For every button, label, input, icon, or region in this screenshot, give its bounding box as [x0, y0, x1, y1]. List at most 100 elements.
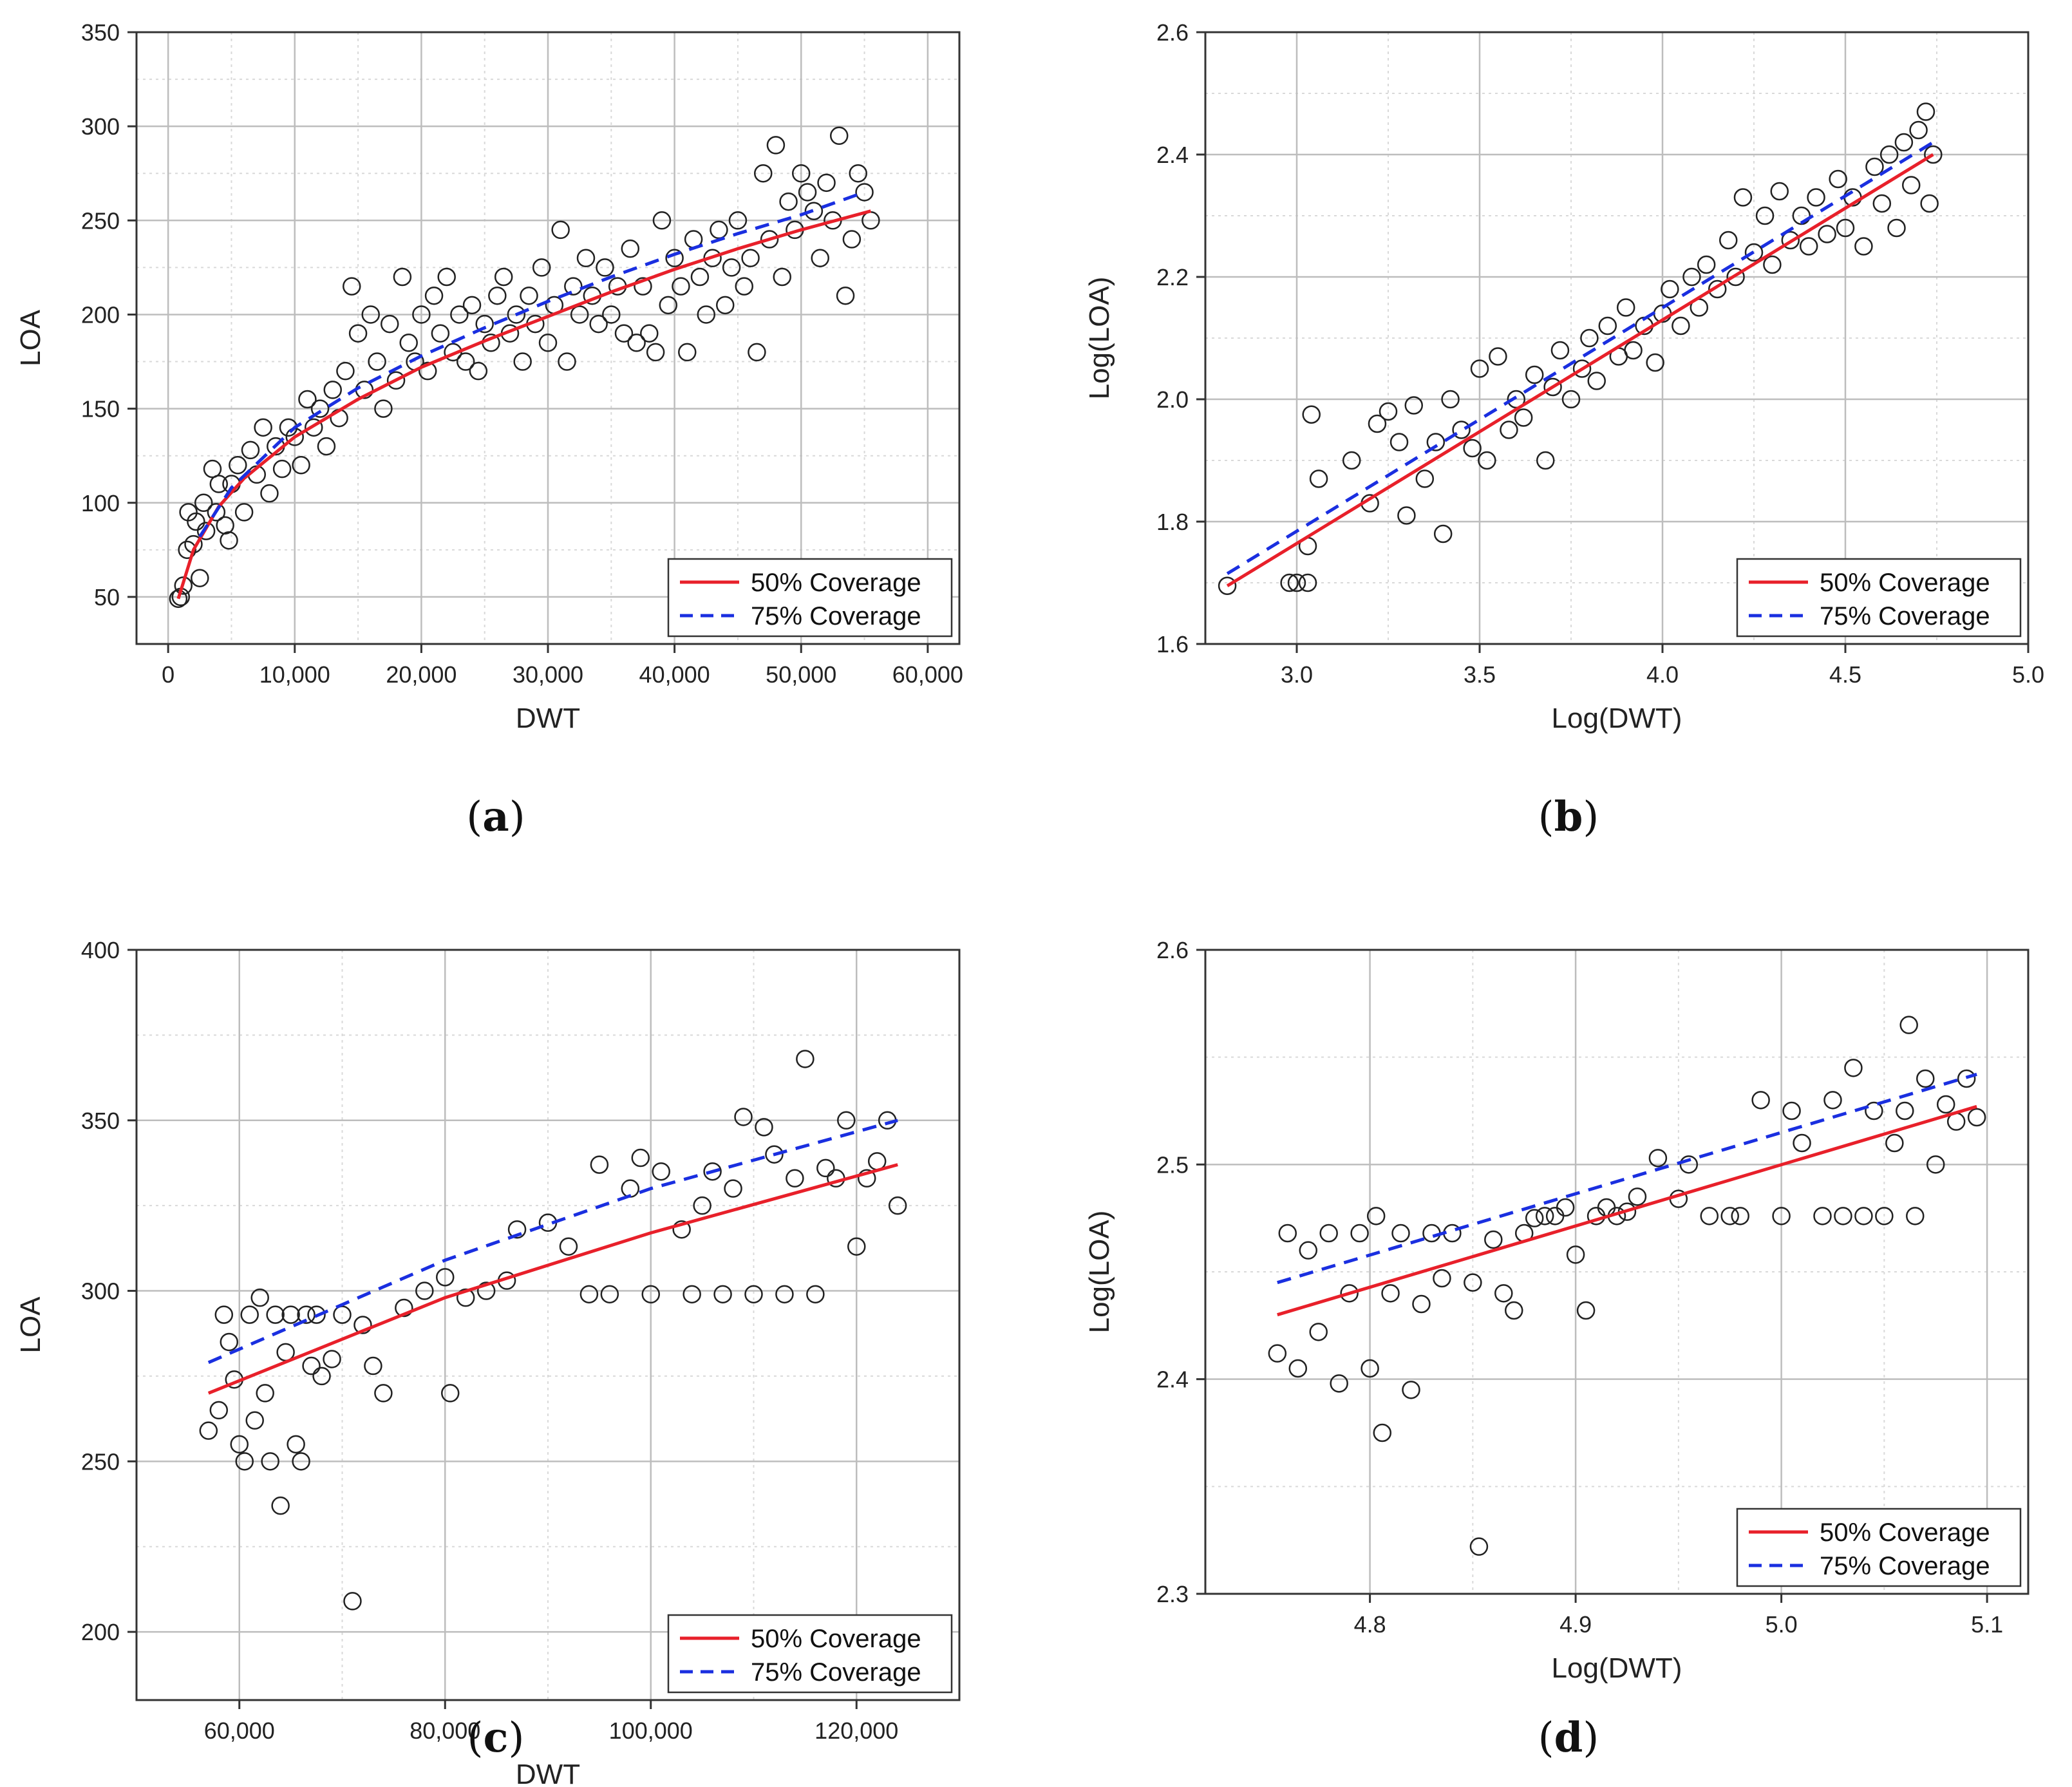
data-point	[353, 1316, 372, 1334]
data-point	[1909, 120, 1928, 140]
data-point	[1469, 1537, 1489, 1556]
data-point	[1772, 1207, 1791, 1225]
x-axis-label: Log(DWT)	[1552, 1652, 1682, 1684]
legend-label-50: 50% Coverage	[751, 569, 921, 597]
scatter-series-a	[169, 126, 880, 609]
data-point	[1397, 506, 1416, 525]
data-point	[773, 267, 791, 287]
data-point	[817, 173, 836, 193]
data-point	[1894, 133, 1914, 152]
x-tick-label: 20,000	[386, 661, 457, 688]
data-point	[760, 230, 779, 249]
data-point	[216, 516, 234, 535]
data-point	[317, 437, 336, 456]
data-point	[564, 277, 583, 296]
data-point	[665, 249, 684, 268]
data-point	[570, 305, 589, 324]
data-point	[703, 1162, 722, 1181]
data-point	[627, 334, 646, 352]
x-tick-label: 120,000	[815, 1717, 898, 1744]
data-point	[652, 211, 672, 230]
data-point	[888, 1196, 907, 1215]
data-point	[646, 343, 665, 362]
data-point	[1580, 328, 1599, 348]
data-point	[1525, 365, 1544, 384]
data-point	[621, 239, 640, 258]
data-point	[1879, 145, 1899, 164]
y-tick-label: 2.5	[1156, 1151, 1189, 1178]
data-point	[1368, 414, 1387, 433]
data-point	[418, 361, 437, 381]
y-tick-label: 2.3	[1156, 1581, 1189, 1607]
data-point	[380, 314, 399, 334]
data-point	[1268, 1344, 1287, 1363]
data-point	[713, 1285, 732, 1304]
data-point	[254, 418, 272, 437]
data-point	[1561, 390, 1581, 409]
data-point	[1799, 237, 1818, 256]
data-point	[520, 286, 538, 305]
data-point	[241, 440, 260, 460]
data-point	[302, 1356, 321, 1376]
data-point	[1340, 1284, 1359, 1303]
data-point	[748, 343, 766, 362]
data-point	[602, 305, 621, 324]
data-point	[260, 484, 279, 503]
y-tick-label: 250	[81, 1448, 120, 1475]
data-point	[690, 267, 710, 287]
data-point	[678, 343, 697, 362]
data-point	[1389, 433, 1409, 451]
data-point	[1813, 1207, 1832, 1225]
data-point	[476, 1281, 496, 1300]
fit-line-50	[1277, 1104, 1977, 1317]
data-point	[361, 305, 380, 324]
data-point	[1700, 1207, 1719, 1225]
data-point	[513, 352, 532, 371]
y-tick-label: 350	[81, 19, 120, 46]
data-point	[753, 164, 773, 183]
y-tick-label: 2.4	[1156, 142, 1189, 168]
x-tick-label: 5.1	[1971, 1611, 2003, 1638]
y-axis-label: Log(LOA)	[1084, 1211, 1115, 1334]
data-point	[207, 503, 226, 522]
data-point	[836, 286, 855, 305]
data-point	[1402, 1381, 1420, 1399]
data-point	[1470, 359, 1489, 378]
data-point	[755, 1118, 773, 1137]
y-tick-label: 200	[81, 1619, 120, 1645]
legend-c: 50% Coverage 75% Coverage	[667, 1614, 953, 1694]
data-point	[368, 352, 386, 371]
data-point	[507, 1220, 527, 1239]
data-point	[469, 361, 488, 381]
data-point	[1720, 1207, 1739, 1225]
legend-box	[1736, 558, 2022, 638]
data-point	[412, 305, 431, 324]
data-point	[292, 456, 310, 475]
data-point	[710, 220, 728, 240]
plot-frame	[135, 949, 961, 1701]
data-point	[697, 305, 716, 324]
data-point	[1433, 1269, 1451, 1288]
data-point	[1309, 1323, 1328, 1341]
data-point	[728, 211, 748, 230]
data-point	[1298, 573, 1317, 592]
legend-label-75: 75% Coverage	[751, 1658, 921, 1687]
legend-box	[1736, 1508, 2022, 1587]
data-point	[1404, 396, 1424, 415]
data-point	[1823, 1091, 1842, 1110]
y-tick-label: 400	[81, 937, 120, 963]
data-point	[1536, 451, 1555, 470]
data-point	[672, 1220, 691, 1239]
data-point	[462, 296, 482, 315]
data-point	[735, 277, 754, 296]
data-point	[614, 324, 634, 343]
data-point	[1672, 316, 1690, 336]
data-point	[1309, 469, 1328, 488]
x-tick-label: 100,000	[609, 1717, 693, 1744]
data-point	[348, 324, 368, 343]
data-point	[1391, 1224, 1410, 1243]
data-point	[1464, 1273, 1482, 1292]
data-point	[641, 1285, 660, 1304]
x-tick-label: 60,000	[204, 1717, 275, 1744]
y-tick-label: 2.2	[1156, 264, 1189, 290]
